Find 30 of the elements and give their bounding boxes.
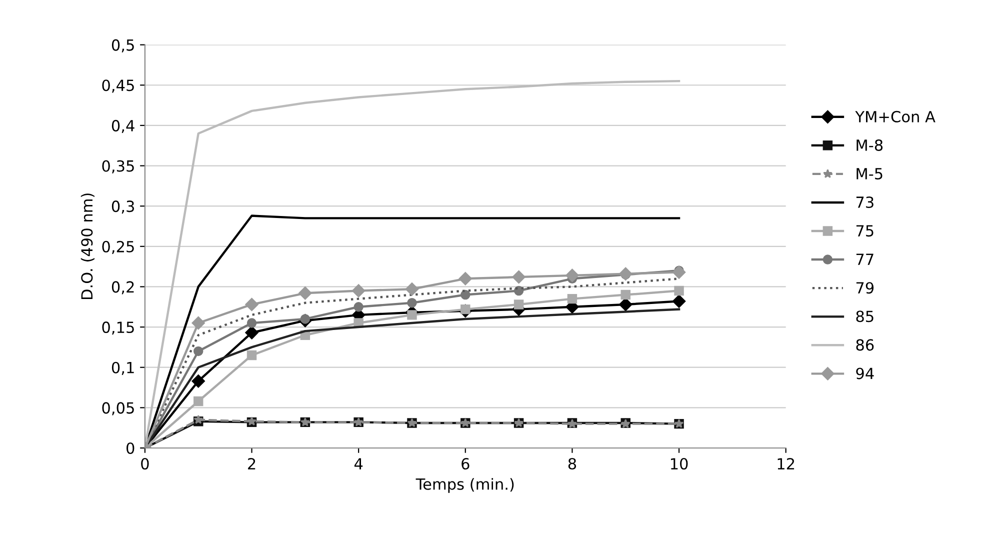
- legend-label: 85: [856, 310, 874, 322]
- legend-label: 79: [856, 282, 874, 294]
- legend-label: 75: [856, 225, 874, 237]
- x-tick-label: 2: [248, 458, 256, 470]
- y-tick-label: 0,3: [112, 200, 134, 214]
- legend-label: M-5: [856, 168, 882, 180]
- y-tick-label: 0,4: [112, 120, 134, 134]
- legend-label: 77: [856, 254, 874, 265]
- legend-label: 94: [856, 368, 874, 380]
- legend-label: 73: [856, 196, 874, 208]
- y-tick-label: 0,1: [112, 362, 134, 375]
- x-tick-label: 8: [568, 458, 576, 470]
- legend-label: M-8: [856, 139, 883, 151]
- x-tick-label: 4: [354, 458, 363, 470]
- y-tick-label: 0,25: [102, 240, 134, 254]
- x-tick-label: 6: [462, 458, 470, 470]
- y-tick-label: 0,15: [102, 322, 134, 335]
- y-tick-label: 0,45: [102, 80, 134, 93]
- x-axis-title: Temps (min.): [416, 478, 514, 493]
- y-tick-label: 0,5: [112, 39, 134, 52]
- x-tick-label: 0: [141, 458, 149, 470]
- legend-label: 86: [856, 339, 874, 351]
- x-tick-label: 10: [670, 458, 688, 470]
- y-tick-label: 0,2: [112, 281, 134, 294]
- y-tick-label: 0,05: [102, 402, 134, 416]
- x-tick-label: 12: [778, 458, 794, 470]
- y-axis-title: D.O. (490 nm): [80, 194, 94, 300]
- y-tick-label: 0: [126, 442, 134, 454]
- legend-label: YM+Con A: [855, 110, 936, 122]
- y-tick-label: 0,35: [102, 160, 134, 174]
